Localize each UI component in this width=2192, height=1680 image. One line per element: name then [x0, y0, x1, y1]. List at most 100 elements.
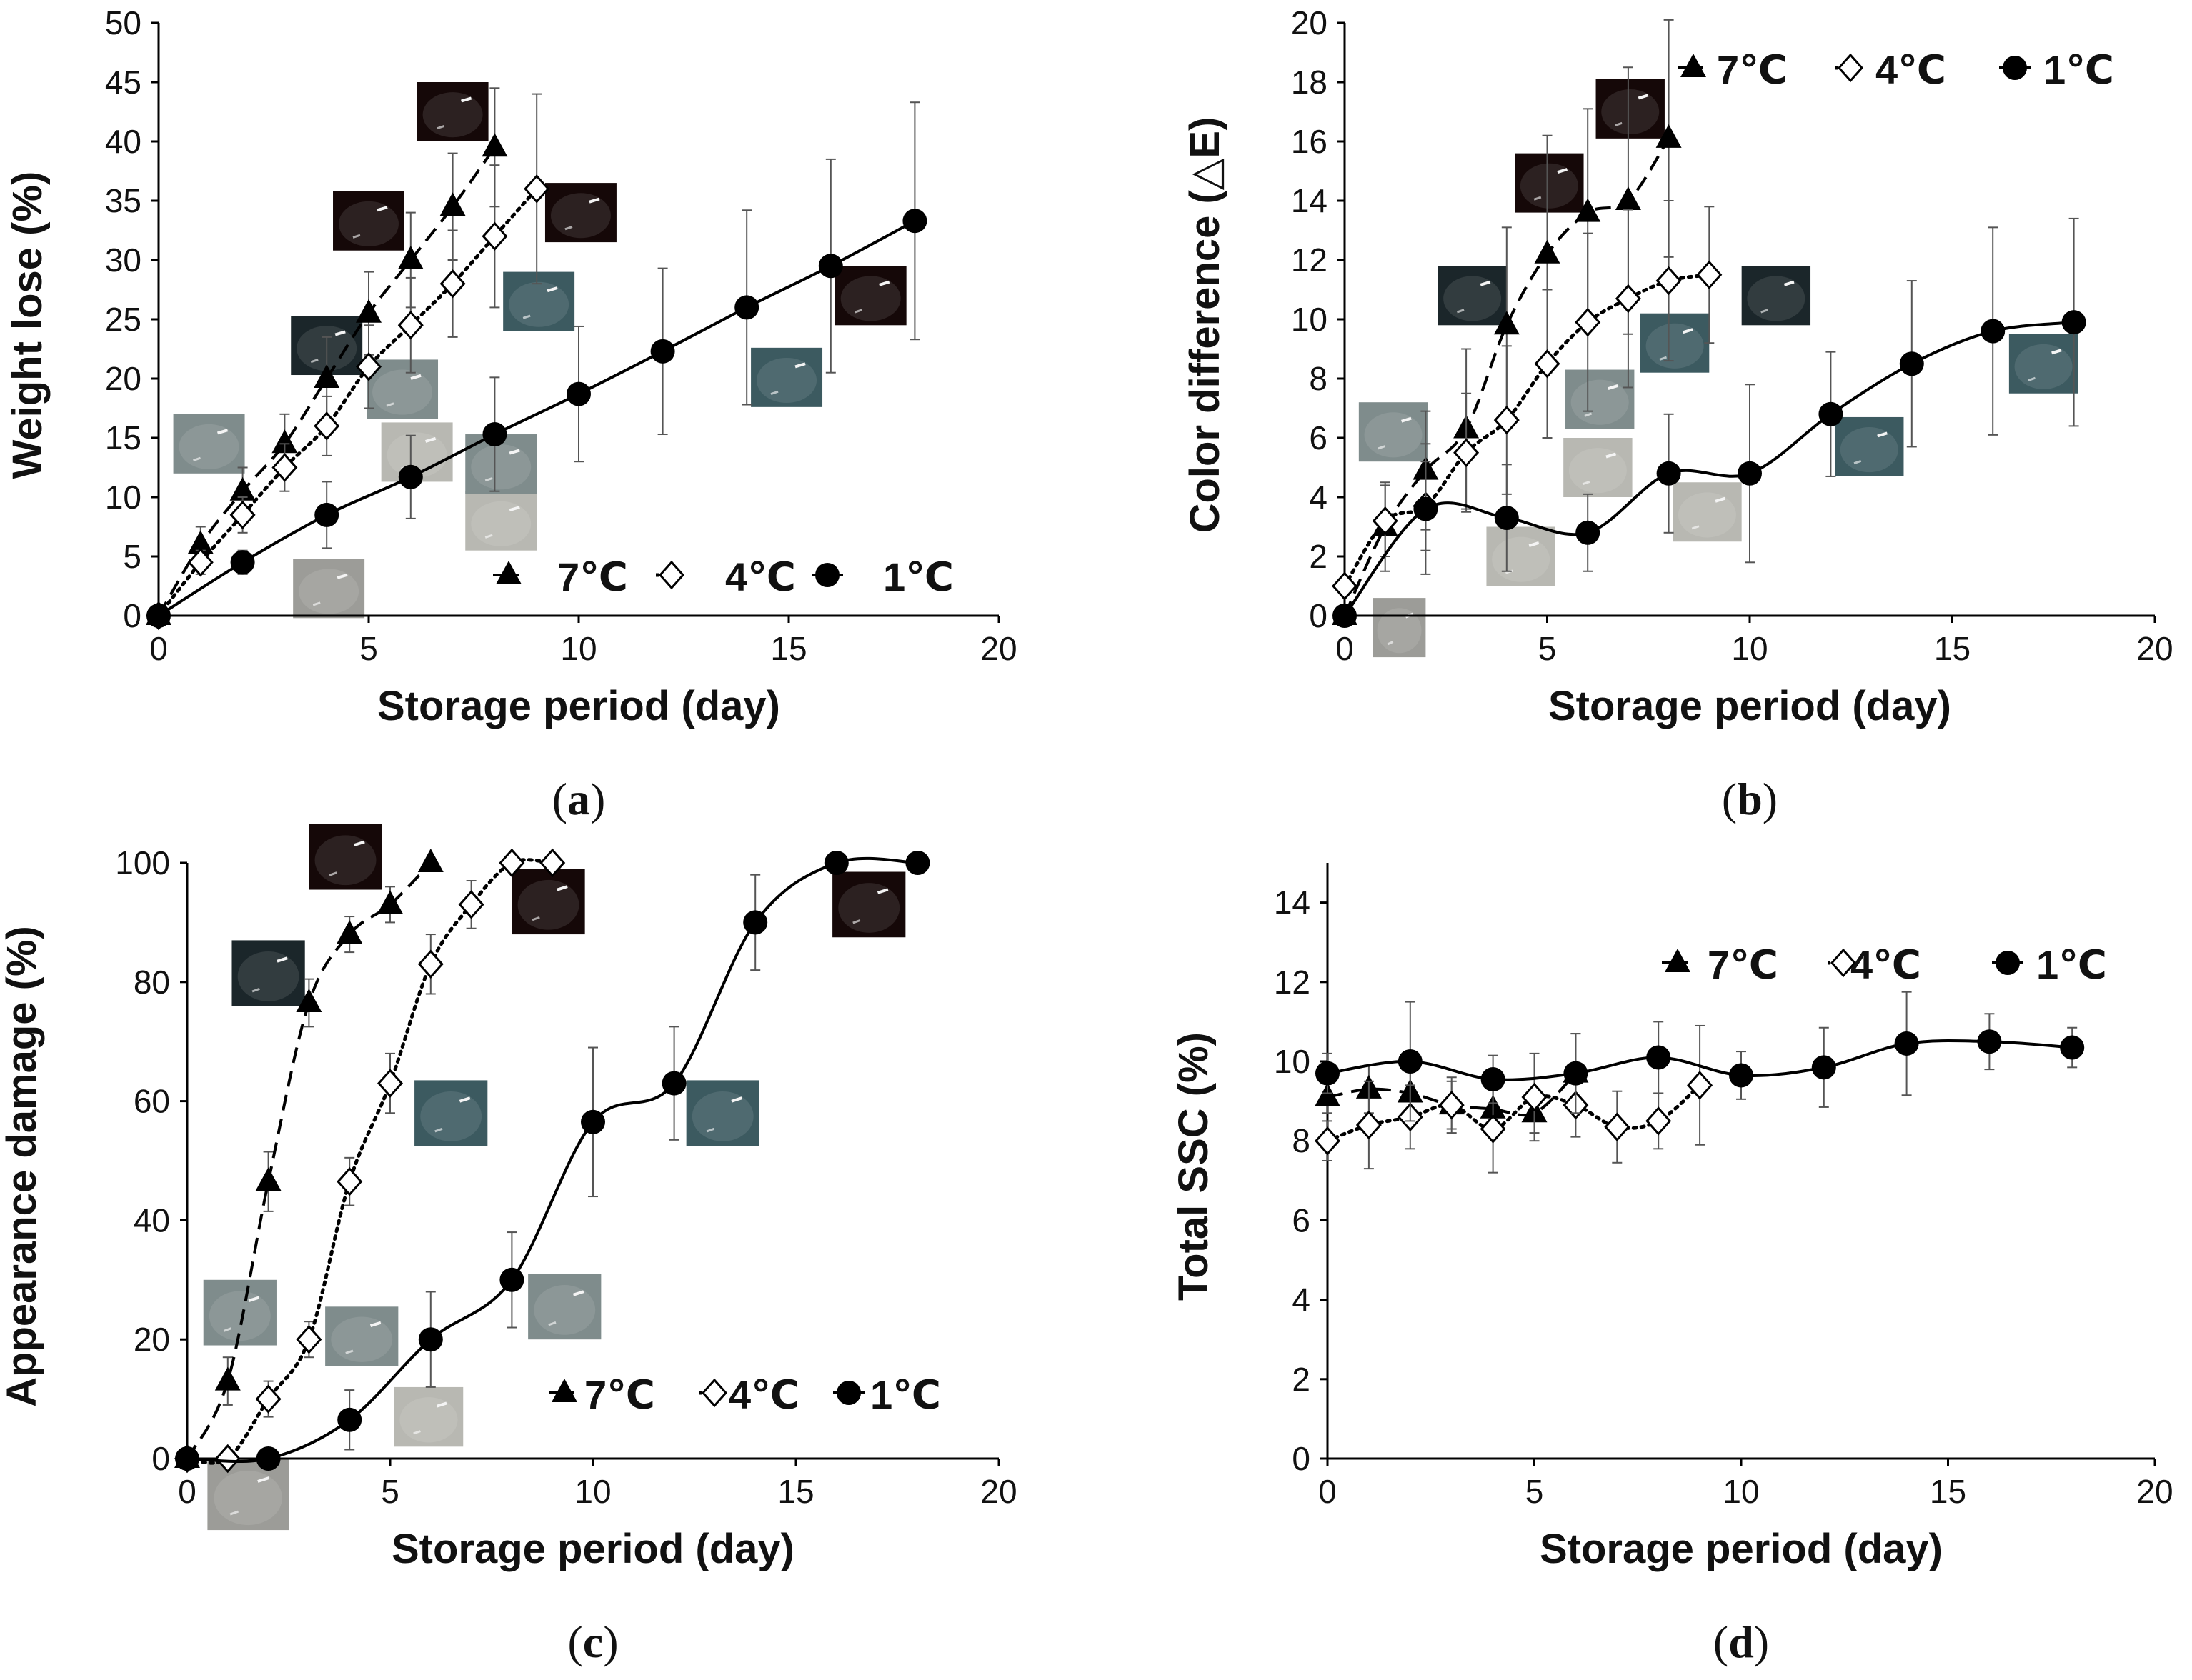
data-point — [377, 1069, 404, 1098]
chart-panel-c: 0 20 40 60 80 100 0 5 10 15 20 Storage period (day)… — [0, 824, 1017, 1667]
x-axis-label: Storage period (day) — [377, 683, 780, 729]
sample-photo-glint — [706, 1127, 714, 1133]
sample-photo-bg — [835, 266, 907, 326]
legend-entry: 1℃ — [812, 554, 954, 599]
y-tick-label: 0 — [123, 597, 141, 634]
data-point — [1493, 405, 1520, 435]
data-point — [818, 254, 843, 279]
data-point — [539, 848, 566, 878]
sample-photo-glint — [257, 1476, 270, 1483]
data-point — [417, 949, 444, 979]
data-point — [175, 1446, 199, 1471]
data-point — [337, 920, 363, 944]
sample-photo-bg — [1673, 482, 1742, 542]
sample-photo-shape — [339, 201, 399, 246]
legend-marker — [658, 560, 685, 590]
data-point — [1818, 401, 1843, 426]
sample-photo-shape — [1520, 163, 1578, 209]
y-tick-label: 8 — [1309, 360, 1327, 397]
data-point — [902, 209, 927, 234]
sample-photo-glint — [572, 1290, 584, 1296]
sample-photo-bg — [417, 82, 489, 141]
data-point — [187, 530, 214, 554]
data-point — [337, 1166, 363, 1196]
sample-photo-shape — [314, 835, 377, 886]
sample-photo — [309, 824, 382, 890]
data-point — [1575, 198, 1601, 222]
data-point — [1355, 1110, 1382, 1140]
data-point — [271, 453, 298, 482]
data-point — [1413, 496, 1438, 521]
data-point — [397, 311, 424, 340]
y-axis-label: Appearance damage (%) — [0, 926, 45, 1407]
sample-photo-shape — [179, 424, 239, 469]
sample-photo-glint — [1853, 459, 1862, 465]
y-tick-label: 6 — [1292, 1201, 1310, 1239]
sample-photo-shape — [214, 1471, 282, 1526]
x-tick-label: 10 — [560, 630, 597, 667]
series-line — [186, 856, 918, 1463]
y-tick-label: 2 — [1292, 1361, 1310, 1398]
sample-photo-shape — [509, 281, 569, 327]
legend-marker — [2003, 56, 2027, 80]
y-tick-label: 8 — [1292, 1122, 1310, 1159]
y-tick-label: 18 — [1291, 64, 1327, 101]
sample-photo-glint — [564, 226, 573, 231]
series-circle — [175, 851, 930, 1471]
sample-photo-shape — [1840, 427, 1898, 473]
series-line — [157, 219, 916, 617]
sample-photo-glint — [1528, 541, 1540, 547]
legend-entry: 7℃ — [1678, 47, 1788, 92]
x-tick-label: 0 — [149, 630, 168, 667]
sample-photo-glint — [509, 506, 520, 512]
data-point — [567, 381, 591, 406]
sample-photo-glint — [1659, 356, 1668, 361]
series-line — [1325, 1083, 1702, 1143]
sample-photo-glint — [1683, 328, 1693, 334]
data-point — [1615, 186, 1641, 210]
sample-photo-glint — [548, 1321, 557, 1326]
data-point — [314, 411, 340, 441]
sample-photo-glint — [461, 96, 472, 103]
y-tick-label: 40 — [105, 123, 141, 160]
data-point — [482, 133, 508, 157]
caption-paren: ( — [552, 774, 567, 824]
y-tick-label: 60 — [134, 1083, 170, 1120]
sample-photo-bg — [1373, 598, 1426, 658]
sample-photo-bg — [309, 824, 382, 890]
x-tick-label: 5 — [359, 630, 378, 667]
sample-photo-shape — [299, 569, 359, 614]
sample-photo-glint — [345, 1349, 354, 1354]
data-point — [2061, 310, 2086, 335]
data-point — [1738, 461, 1762, 486]
y-axis-label: Total SSC (%) — [1170, 1032, 1217, 1301]
series-circle — [1332, 217, 2086, 628]
series-diamond — [145, 93, 550, 631]
sample-photo-glint — [352, 234, 361, 239]
series-line — [1343, 321, 2074, 617]
legend-label: 4℃ — [729, 1372, 799, 1417]
sample-photo-glint — [248, 1296, 260, 1303]
data-point — [255, 1167, 282, 1191]
data-point — [1894, 1031, 1919, 1056]
sample-photo — [503, 271, 575, 331]
sample-photo-shape — [1678, 492, 1736, 538]
data-point — [662, 1071, 687, 1096]
data-point — [650, 339, 675, 364]
sample-photo-glint — [484, 534, 493, 539]
sample-photo-shape — [331, 1316, 393, 1362]
y-tick-label: 25 — [105, 301, 141, 338]
sample-photo — [1438, 266, 1507, 326]
sample-photo-shape — [399, 1397, 458, 1443]
sample-photo — [173, 414, 245, 474]
data-point — [1655, 124, 1682, 148]
x-tick-label: 15 — [1934, 630, 1971, 667]
sample-photo-bg — [503, 271, 575, 331]
sample-photo — [325, 1306, 399, 1366]
sample-photo-shape — [1568, 448, 1627, 494]
y-axis-label: Weight lose (%) — [4, 171, 51, 479]
sample-photo — [207, 1459, 289, 1531]
sample-photo-bg — [528, 1274, 602, 1340]
data-point — [1899, 351, 1924, 376]
legend-label: 7℃ — [1717, 47, 1788, 92]
